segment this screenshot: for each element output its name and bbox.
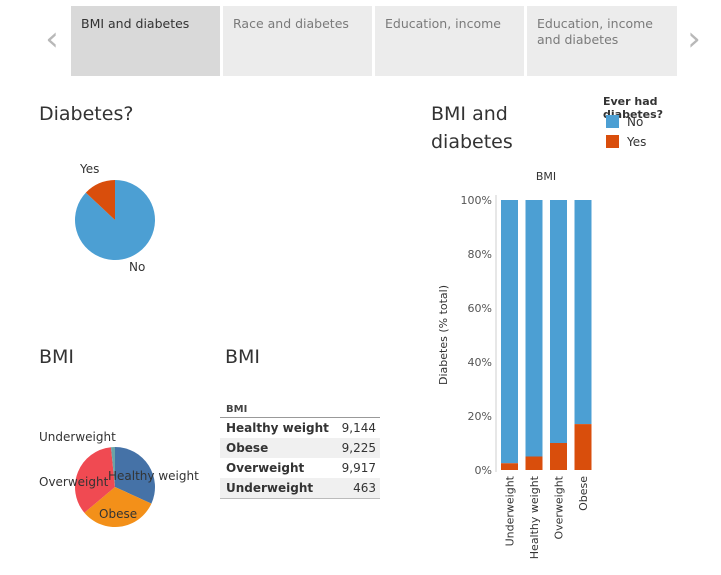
diabetes-pie-chart bbox=[74, 180, 155, 260]
pie-label-obese: Obese bbox=[99, 507, 138, 521]
legend-label-no: No bbox=[627, 115, 644, 129]
table-cell-count: 9,144 bbox=[341, 421, 376, 435]
legend-swatch-yes bbox=[606, 135, 619, 148]
pie-slice-overweight[interactable] bbox=[75, 447, 115, 513]
table-cell-count: 9,917 bbox=[341, 461, 376, 475]
table-cell-category: Underweight bbox=[226, 481, 314, 495]
tab-label: Education, income and diabetes bbox=[537, 16, 653, 47]
tab-education-income-diabetes[interactable]: Education, income and diabetes bbox=[527, 6, 677, 76]
y-tick-label: 60% bbox=[468, 302, 492, 315]
table-cell-category: Healthy weight bbox=[226, 421, 329, 435]
tab-label: BMI and diabetes bbox=[81, 16, 190, 31]
bar-no-overweight[interactable] bbox=[550, 200, 567, 443]
table-row[interactable]: Obese 9,225 bbox=[220, 438, 380, 458]
table-cell-category: Overweight bbox=[226, 461, 305, 475]
bar-chart-title-line1: BMI and bbox=[431, 103, 508, 125]
y-tick-label: 20% bbox=[468, 410, 492, 423]
legend-item-no[interactable]: No bbox=[606, 115, 643, 129]
pie-slice-healthy-weight[interactable] bbox=[115, 447, 155, 504]
bmi-diabetes-bar-chart: BMI Diabetes (% total) 0% 20% 40% 60% 80% 100… bbox=[437, 170, 592, 559]
y-tick-label: 100% bbox=[461, 194, 492, 207]
bar-no-obese[interactable] bbox=[574, 200, 592, 425]
pie-slice-obese[interactable] bbox=[84, 487, 152, 527]
bar-yes-underweight[interactable] bbox=[501, 463, 518, 470]
tab-label: Race and diabetes bbox=[233, 16, 349, 31]
tab-bmi-and-diabetes[interactable]: BMI and diabetes bbox=[71, 6, 220, 76]
pie-label-overweight: Overweight bbox=[39, 475, 109, 489]
bmi-pie-title: BMI bbox=[39, 346, 75, 368]
x-ticks: Underweight Healthy weight Overweight Obese bbox=[504, 475, 591, 559]
bar-chart-title-line2: diabetes bbox=[431, 131, 513, 153]
tab-race-and-diabetes[interactable]: Race and diabetes bbox=[223, 6, 372, 76]
y-tick-label: 0% bbox=[475, 464, 492, 477]
pie-slice-underweight[interactable] bbox=[110, 447, 115, 487]
pie-slice-yes[interactable] bbox=[85, 180, 115, 220]
bar-no-underweight[interactable] bbox=[501, 200, 518, 464]
legend-swatch-no bbox=[606, 115, 619, 128]
bar-yes-overweight[interactable] bbox=[550, 443, 567, 470]
bar-yes-obese[interactable] bbox=[574, 424, 592, 470]
tab-education-income[interactable]: Education, income bbox=[375, 6, 524, 76]
table-row[interactable]: Healthy weight 9,144 bbox=[220, 418, 380, 438]
bars bbox=[501, 200, 592, 470]
table-footer-rule bbox=[220, 498, 380, 499]
table-cell-count: 9,225 bbox=[341, 441, 376, 455]
pie-slice-no[interactable] bbox=[74, 180, 155, 260]
legend-item-yes[interactable]: Yes bbox=[606, 135, 646, 149]
bar-chart-axis-title: BMI bbox=[536, 170, 556, 183]
bmi-pie-chart bbox=[75, 447, 155, 527]
y-ticks: 0% 20% 40% 60% 80% 100% bbox=[461, 194, 492, 477]
x-tick-label: Overweight bbox=[553, 475, 566, 539]
pie-label-yes: Yes bbox=[80, 162, 100, 176]
table-cell-count: 463 bbox=[353, 481, 376, 495]
y-axis-label: Diabetes (% total) bbox=[437, 285, 450, 385]
bmi-table: BMI Healthy weight 9,144 Obese 9,225 Ove… bbox=[220, 405, 380, 499]
y-tick-label: 80% bbox=[468, 248, 492, 261]
table-cell-category: Obese bbox=[226, 441, 269, 455]
x-tick-label: Obese bbox=[577, 476, 590, 511]
bar-yes-healthy-weight[interactable] bbox=[525, 456, 543, 471]
pie-label-no: No bbox=[129, 260, 146, 274]
chevron-right-icon: › bbox=[687, 19, 701, 59]
bar-no-healthy-weight[interactable] bbox=[525, 200, 543, 457]
next-tab-button[interactable]: › bbox=[680, 22, 708, 62]
y-tick-label: 40% bbox=[468, 356, 492, 369]
pie-label-underweight: Underweight bbox=[39, 430, 116, 444]
table-row[interactable]: Overweight 9,917 bbox=[220, 458, 380, 478]
x-tick-label: Underweight bbox=[504, 475, 517, 546]
prev-tab-button[interactable]: ‹ bbox=[38, 22, 66, 62]
tab-label: Education, income bbox=[385, 16, 501, 31]
diabetes-pie-title: Diabetes? bbox=[39, 103, 134, 125]
bmi-table-title: BMI bbox=[225, 346, 261, 368]
chevron-left-icon: ‹ bbox=[45, 19, 59, 59]
table-header: BMI bbox=[220, 405, 380, 418]
x-tick-label: Healthy weight bbox=[528, 475, 541, 559]
table-row[interactable]: Underweight 463 bbox=[220, 478, 380, 498]
pie-label-healthy-weight: Healthy weight bbox=[108, 469, 199, 483]
legend-label-yes: Yes bbox=[627, 135, 647, 149]
